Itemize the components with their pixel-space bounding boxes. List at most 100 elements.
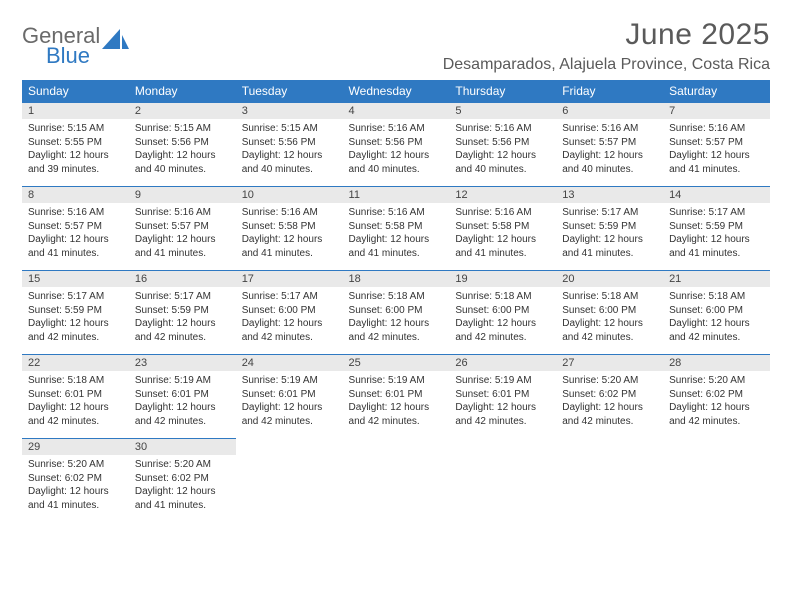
calendar-cell: 20Sunrise: 5:18 AMSunset: 6:00 PMDayligh… <box>556 271 663 355</box>
daylight-line: Daylight: 12 hours and 41 minutes. <box>28 485 123 512</box>
sunset-line: Sunset: 5:57 PM <box>135 220 230 234</box>
day-content: Sunrise: 5:16 AMSunset: 5:58 PMDaylight:… <box>449 203 556 264</box>
calendar-cell: 12Sunrise: 5:16 AMSunset: 5:58 PMDayligh… <box>449 187 556 271</box>
sunset-line: Sunset: 6:01 PM <box>349 388 444 402</box>
calendar-row: 29Sunrise: 5:20 AMSunset: 6:02 PMDayligh… <box>22 439 770 523</box>
day-content: Sunrise: 5:16 AMSunset: 5:57 PMDaylight:… <box>663 119 770 180</box>
daylight-line: Daylight: 12 hours and 41 minutes. <box>242 233 337 260</box>
day-content: Sunrise: 5:20 AMSunset: 6:02 PMDaylight:… <box>22 455 129 516</box>
weekday-header: Tuesday <box>236 80 343 103</box>
day-number: 19 <box>449 271 556 287</box>
calendar-cell: 16Sunrise: 5:17 AMSunset: 5:59 PMDayligh… <box>129 271 236 355</box>
day-number: 30 <box>129 439 236 455</box>
sunset-line: Sunset: 5:58 PM <box>242 220 337 234</box>
sunset-line: Sunset: 5:59 PM <box>135 304 230 318</box>
calendar-cell: 27Sunrise: 5:20 AMSunset: 6:02 PMDayligh… <box>556 355 663 439</box>
calendar-row: 22Sunrise: 5:18 AMSunset: 6:01 PMDayligh… <box>22 355 770 439</box>
day-number: 17 <box>236 271 343 287</box>
day-content: Sunrise: 5:16 AMSunset: 5:57 PMDaylight:… <box>129 203 236 264</box>
day-content: Sunrise: 5:16 AMSunset: 5:57 PMDaylight:… <box>556 119 663 180</box>
day-number: 7 <box>663 103 770 119</box>
day-content: Sunrise: 5:16 AMSunset: 5:56 PMDaylight:… <box>343 119 450 180</box>
calendar-cell <box>663 439 770 523</box>
sunset-line: Sunset: 6:00 PM <box>349 304 444 318</box>
sunrise-line: Sunrise: 5:16 AM <box>455 122 550 136</box>
sunrise-line: Sunrise: 5:18 AM <box>562 290 657 304</box>
sunset-line: Sunset: 5:56 PM <box>135 136 230 150</box>
day-content: Sunrise: 5:19 AMSunset: 6:01 PMDaylight:… <box>449 371 556 432</box>
day-content: Sunrise: 5:17 AMSunset: 5:59 PMDaylight:… <box>556 203 663 264</box>
day-number: 23 <box>129 355 236 371</box>
weekday-header: Friday <box>556 80 663 103</box>
day-content: Sunrise: 5:16 AMSunset: 5:57 PMDaylight:… <box>22 203 129 264</box>
sunset-line: Sunset: 5:58 PM <box>349 220 444 234</box>
sunrise-line: Sunrise: 5:16 AM <box>28 206 123 220</box>
day-content: Sunrise: 5:15 AMSunset: 5:55 PMDaylight:… <box>22 119 129 180</box>
calendar-row: 1Sunrise: 5:15 AMSunset: 5:55 PMDaylight… <box>22 103 770 187</box>
daylight-line: Daylight: 12 hours and 40 minutes. <box>455 149 550 176</box>
calendar-cell: 7Sunrise: 5:16 AMSunset: 5:57 PMDaylight… <box>663 103 770 187</box>
calendar-cell: 25Sunrise: 5:19 AMSunset: 6:01 PMDayligh… <box>343 355 450 439</box>
page: General Blue June 2025 Desamparados, Ala… <box>0 0 792 523</box>
weekday-header: Saturday <box>663 80 770 103</box>
day-content: Sunrise: 5:19 AMSunset: 6:01 PMDaylight:… <box>343 371 450 432</box>
day-number: 21 <box>663 271 770 287</box>
daylight-line: Daylight: 12 hours and 41 minutes. <box>28 233 123 260</box>
calendar-table: SundayMondayTuesdayWednesdayThursdayFrid… <box>22 80 770 523</box>
sunrise-line: Sunrise: 5:16 AM <box>135 206 230 220</box>
day-content: Sunrise: 5:20 AMSunset: 6:02 PMDaylight:… <box>556 371 663 432</box>
calendar-cell: 6Sunrise: 5:16 AMSunset: 5:57 PMDaylight… <box>556 103 663 187</box>
sunset-line: Sunset: 6:01 PM <box>135 388 230 402</box>
daylight-line: Daylight: 12 hours and 42 minutes. <box>669 401 764 428</box>
day-number: 20 <box>556 271 663 287</box>
calendar-row: 15Sunrise: 5:17 AMSunset: 5:59 PMDayligh… <box>22 271 770 355</box>
logo-text-block: General Blue <box>22 24 100 67</box>
calendar-cell <box>343 439 450 523</box>
day-content: Sunrise: 5:17 AMSunset: 5:59 PMDaylight:… <box>22 287 129 348</box>
daylight-line: Daylight: 12 hours and 42 minutes. <box>562 401 657 428</box>
day-content: Sunrise: 5:19 AMSunset: 6:01 PMDaylight:… <box>129 371 236 432</box>
sunset-line: Sunset: 6:02 PM <box>28 472 123 486</box>
daylight-line: Daylight: 12 hours and 42 minutes. <box>28 317 123 344</box>
day-content: Sunrise: 5:17 AMSunset: 5:59 PMDaylight:… <box>663 203 770 264</box>
day-content: Sunrise: 5:20 AMSunset: 6:02 PMDaylight:… <box>663 371 770 432</box>
sunset-line: Sunset: 5:59 PM <box>28 304 123 318</box>
calendar-cell: 29Sunrise: 5:20 AMSunset: 6:02 PMDayligh… <box>22 439 129 523</box>
calendar-cell: 10Sunrise: 5:16 AMSunset: 5:58 PMDayligh… <box>236 187 343 271</box>
day-content: Sunrise: 5:18 AMSunset: 6:01 PMDaylight:… <box>22 371 129 432</box>
calendar-cell: 24Sunrise: 5:19 AMSunset: 6:01 PMDayligh… <box>236 355 343 439</box>
sunrise-line: Sunrise: 5:17 AM <box>242 290 337 304</box>
calendar-cell: 26Sunrise: 5:19 AMSunset: 6:01 PMDayligh… <box>449 355 556 439</box>
day-number: 8 <box>22 187 129 203</box>
daylight-line: Daylight: 12 hours and 41 minutes. <box>135 485 230 512</box>
sunrise-line: Sunrise: 5:18 AM <box>669 290 764 304</box>
sunrise-line: Sunrise: 5:16 AM <box>349 122 444 136</box>
sunset-line: Sunset: 6:02 PM <box>135 472 230 486</box>
day-number: 28 <box>663 355 770 371</box>
sunset-line: Sunset: 6:01 PM <box>455 388 550 402</box>
weekday-header: Wednesday <box>343 80 450 103</box>
sunset-line: Sunset: 6:02 PM <box>669 388 764 402</box>
daylight-line: Daylight: 12 hours and 41 minutes. <box>135 233 230 260</box>
weekday-header: Monday <box>129 80 236 103</box>
day-number: 13 <box>556 187 663 203</box>
sunrise-line: Sunrise: 5:18 AM <box>455 290 550 304</box>
day-number: 12 <box>449 187 556 203</box>
sunset-line: Sunset: 5:56 PM <box>455 136 550 150</box>
calendar-body: 1Sunrise: 5:15 AMSunset: 5:55 PMDaylight… <box>22 103 770 523</box>
calendar-cell: 19Sunrise: 5:18 AMSunset: 6:00 PMDayligh… <box>449 271 556 355</box>
day-number: 25 <box>343 355 450 371</box>
day-content: Sunrise: 5:16 AMSunset: 5:58 PMDaylight:… <box>236 203 343 264</box>
day-content: Sunrise: 5:17 AMSunset: 5:59 PMDaylight:… <box>129 287 236 348</box>
sunrise-line: Sunrise: 5:20 AM <box>669 374 764 388</box>
calendar-cell: 18Sunrise: 5:18 AMSunset: 6:00 PMDayligh… <box>343 271 450 355</box>
daylight-line: Daylight: 12 hours and 42 minutes. <box>349 317 444 344</box>
sunset-line: Sunset: 5:57 PM <box>28 220 123 234</box>
calendar-cell: 9Sunrise: 5:16 AMSunset: 5:57 PMDaylight… <box>129 187 236 271</box>
sunset-line: Sunset: 6:00 PM <box>562 304 657 318</box>
day-content: Sunrise: 5:18 AMSunset: 6:00 PMDaylight:… <box>663 287 770 348</box>
day-number: 18 <box>343 271 450 287</box>
daylight-line: Daylight: 12 hours and 41 minutes. <box>669 149 764 176</box>
header: General Blue June 2025 Desamparados, Ala… <box>22 18 770 74</box>
daylight-line: Daylight: 12 hours and 41 minutes. <box>455 233 550 260</box>
